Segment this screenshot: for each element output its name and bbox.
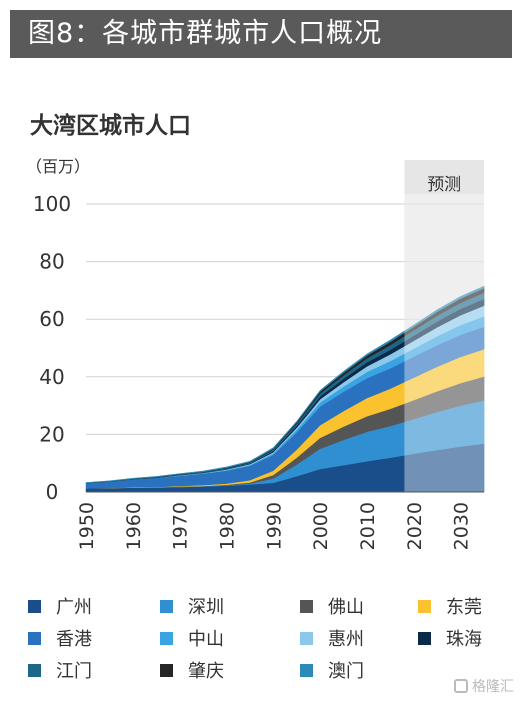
y-tick-label: 40 — [39, 365, 64, 389]
legend-swatch — [160, 599, 173, 613]
legend-label: 澳门 — [328, 661, 364, 682]
x-tick-label: 1970 — [170, 502, 192, 550]
legend-label: 肇庆 — [188, 661, 224, 682]
legend-swatch — [300, 599, 313, 613]
y-tick-label: 20 — [39, 422, 64, 446]
legend-item: 中山 — [160, 626, 224, 650]
legend-swatch — [300, 631, 313, 645]
chart-title: 大湾区城市人口 — [30, 113, 191, 139]
legend-swatch — [418, 599, 431, 613]
legend: 广州 深圳 佛山 东莞香港 中山 惠州 珠海江门 肇庆 澳门 — [28, 594, 518, 694]
watermark: 格隆汇 — [454, 676, 514, 696]
x-tick-label: 2030 — [451, 502, 473, 550]
watermark-logo-icon — [454, 679, 468, 693]
x-tick-label: 1990 — [263, 502, 285, 550]
legend-item: 澳门 — [300, 658, 364, 682]
legend-item: 佛山 — [300, 594, 364, 618]
legend-swatch — [160, 663, 173, 677]
legend-swatch — [300, 663, 313, 677]
x-tick-label: 2010 — [357, 502, 379, 550]
forecast-label: 预测 — [427, 175, 461, 195]
legend-item: 惠州 — [300, 626, 364, 650]
legend-label: 中山 — [188, 629, 224, 650]
y-tick-label: 100 — [33, 192, 71, 216]
x-tick-label: 2020 — [404, 502, 426, 550]
legend-item: 肇庆 — [160, 658, 224, 682]
legend-item: 深圳 — [160, 594, 224, 618]
series-area — [85, 285, 485, 484]
legend-label: 惠州 — [328, 629, 364, 650]
legend-item: 江门 — [28, 658, 92, 682]
legend-swatch — [418, 631, 431, 645]
watermark-text: 格隆汇 — [472, 679, 514, 695]
x-tick-label: 1960 — [123, 502, 145, 550]
figure-title: 图8：各城市群城市人口概况 — [10, 10, 512, 58]
legend-label: 深圳 — [188, 597, 224, 618]
x-tick-label: 1980 — [216, 502, 238, 550]
forecast-overlay — [404, 194, 484, 492]
legend-item: 香港 — [28, 626, 92, 650]
legend-label: 佛山 — [328, 597, 364, 618]
x-tick-label: 2000 — [310, 502, 332, 550]
y-tick-label: 60 — [39, 307, 64, 331]
legend-item: 东莞 — [418, 594, 482, 618]
legend-label: 广州 — [56, 597, 92, 618]
legend-swatch — [28, 599, 41, 613]
x-tick-label: 1950 — [76, 502, 98, 550]
y-tick-label: 0 — [46, 480, 59, 504]
y-tick-label: 80 — [39, 250, 64, 274]
legend-item: 珠海 — [418, 626, 482, 650]
legend-label: 香港 — [56, 629, 92, 650]
legend-swatch — [28, 631, 41, 645]
unit-label: （百万） — [26, 157, 91, 176]
area-chart: 预测 0 20 40 60 80 100 1950 1960 1970 1980 1990 2000 20… — [33, 160, 485, 550]
legend-label: 珠海 — [446, 629, 482, 650]
legend-swatch — [160, 631, 173, 645]
legend-label: 江门 — [56, 661, 92, 682]
legend-item: 广州 — [28, 594, 92, 618]
legend-swatch — [28, 663, 41, 677]
legend-label: 东莞 — [446, 597, 482, 618]
